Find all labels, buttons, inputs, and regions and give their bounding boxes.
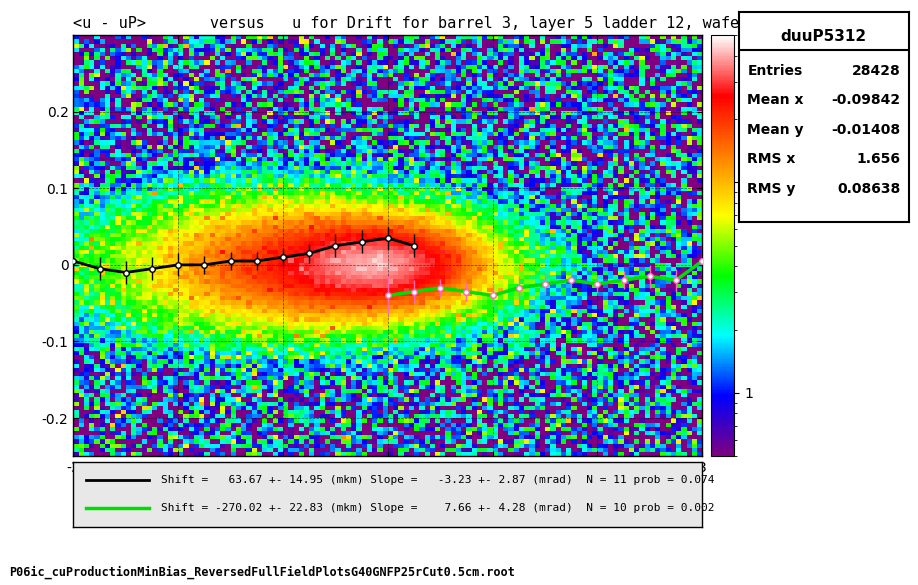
Text: Shift = -270.02 +- 22.83 (mkm) Slope =    7.66 +- 4.28 (mrad)  N = 10 prob = 0.0: Shift = -270.02 +- 22.83 (mkm) Slope = 7… — [162, 504, 715, 514]
Text: Entries: Entries — [747, 64, 802, 78]
Text: Shift =   63.67 +- 14.95 (mkm) Slope =   -3.23 +- 2.87 (mrad)  N = 11 prob = 0.0: Shift = 63.67 +- 14.95 (mkm) Slope = -3.… — [162, 475, 715, 485]
Text: 0.08638: 0.08638 — [837, 181, 901, 195]
Text: Mean x: Mean x — [747, 93, 804, 107]
Text: 28428: 28428 — [852, 64, 901, 78]
Text: -0.01408: -0.01408 — [831, 123, 901, 137]
Text: P06ic_cuProductionMinBias_ReversedFullFieldPlotsG40GNFP25rCut0.5cm.root: P06ic_cuProductionMinBias_ReversedFullFi… — [9, 566, 515, 579]
Text: Mean y: Mean y — [747, 123, 804, 137]
Text: RMS y: RMS y — [747, 181, 796, 195]
Text: <u - uP>       versus   u for Drift for barrel 3, layer 5 ladder 12, wafer 3: <u - uP> versus u for Drift for barrel 3… — [73, 16, 767, 31]
Text: RMS x: RMS x — [747, 152, 796, 166]
Text: 1.656: 1.656 — [856, 152, 901, 166]
Text: -0.09842: -0.09842 — [831, 93, 901, 107]
Text: duuP5312: duuP5312 — [781, 29, 867, 43]
